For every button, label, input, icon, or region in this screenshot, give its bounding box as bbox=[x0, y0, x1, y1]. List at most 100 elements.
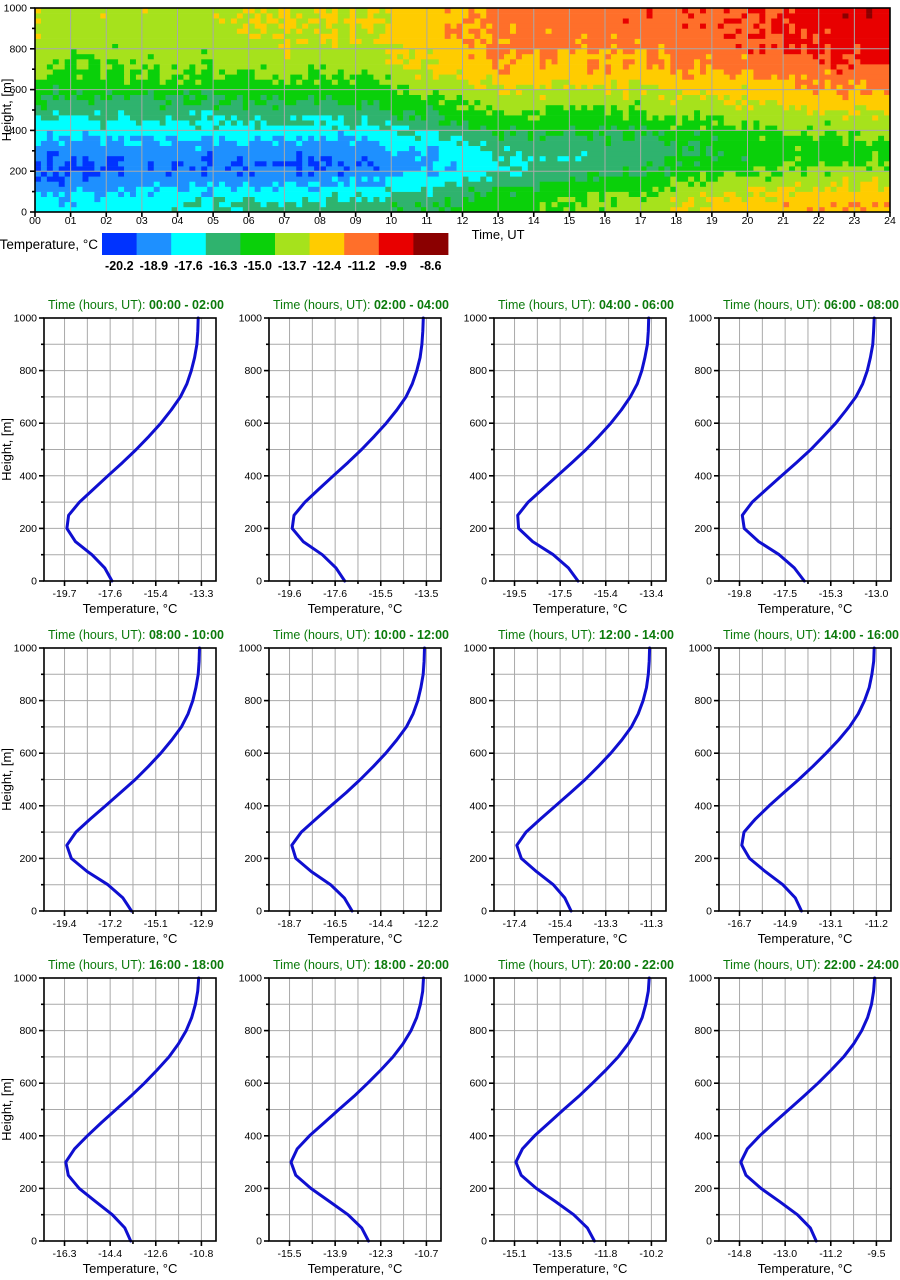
svg-text:15: 15 bbox=[564, 215, 576, 227]
svg-text:-14.9: -14.9 bbox=[773, 918, 797, 930]
svg-text:-10.8: -10.8 bbox=[189, 1248, 213, 1260]
svg-text:600: 600 bbox=[244, 418, 262, 430]
profile-axes bbox=[39, 317, 217, 586]
profile-grid bbox=[719, 318, 891, 581]
svg-text:400: 400 bbox=[694, 1130, 712, 1142]
profile-axes bbox=[489, 317, 667, 586]
svg-text:-15.4: -15.4 bbox=[548, 918, 572, 930]
profile-panel-00-02: -19.7 -17.6 -15.4 -13.3 0 200 400 600 800 1000 Tim… bbox=[0, 295, 225, 625]
svg-text:800: 800 bbox=[694, 365, 712, 377]
svg-text:800: 800 bbox=[244, 365, 262, 377]
colorbar-value: -15.0 bbox=[243, 259, 272, 273]
panel-title: Time (hours, UT): 20:00 - 22:00 bbox=[498, 958, 674, 972]
svg-text:13: 13 bbox=[492, 215, 504, 227]
heatmap-grid bbox=[35, 8, 890, 212]
temperature-curve bbox=[740, 646, 876, 913]
panel-title: Time (hours, UT): 22:00 - 24:00 bbox=[723, 958, 899, 972]
profile-x-tick-labels: -18.7 -16.5 -14.4 -12.2 bbox=[278, 918, 439, 930]
svg-text:11: 11 bbox=[421, 215, 432, 227]
svg-text:20: 20 bbox=[742, 215, 754, 227]
colorbar-swatch bbox=[136, 233, 172, 255]
svg-text:01: 01 bbox=[65, 215, 77, 227]
svg-text:600: 600 bbox=[19, 418, 37, 430]
svg-text:09: 09 bbox=[350, 215, 362, 227]
profile-y-axis-title: Height, [m] bbox=[0, 1078, 14, 1141]
svg-text:06: 06 bbox=[243, 215, 255, 227]
profile-y-tick-labels: 0 200 400 600 800 1000 bbox=[464, 643, 488, 918]
svg-text:0: 0 bbox=[31, 576, 37, 588]
svg-text:12: 12 bbox=[457, 215, 469, 227]
colorbar-title: Temperature, °C bbox=[0, 237, 98, 252]
temperature-curve bbox=[289, 976, 425, 1243]
svg-text:-17.2: -17.2 bbox=[98, 918, 122, 930]
profile-panel-20-22: -15.1 -13.5 -11.8 -10.2 0 200 400 600 800 1000 Tim… bbox=[450, 955, 675, 1280]
panel-title: Time (hours, UT): 02:00 - 04:00 bbox=[273, 298, 449, 312]
temperature-curve bbox=[290, 646, 426, 913]
svg-text:1000: 1000 bbox=[464, 973, 488, 985]
svg-text:-17.6: -17.6 bbox=[98, 588, 122, 600]
colorbar-value: -20.2 bbox=[105, 259, 134, 273]
svg-text:05: 05 bbox=[207, 215, 219, 227]
svg-text:08: 08 bbox=[314, 215, 326, 227]
temperature-curve bbox=[64, 976, 201, 1243]
svg-text:800: 800 bbox=[19, 1025, 37, 1037]
profile-chart: -19.7 -17.6 -15.4 -13.3 0 200 400 600 800 1000 Tim… bbox=[0, 298, 224, 616]
svg-text:-16.7: -16.7 bbox=[728, 918, 752, 930]
profile-x-tick-labels: -16.3 -14.4 -12.6 -10.8 bbox=[53, 1248, 214, 1260]
profile-y-axis-title: Height, [m] bbox=[0, 418, 14, 481]
profile-panel-14-16: -16.7 -14.9 -13.1 -11.2 0 200 400 600 800 1000 Tim… bbox=[675, 625, 900, 955]
profile-chart: -19.6 -17.6 -15.5 -13.5 0 200 400 600 800 1000 Tim… bbox=[239, 298, 449, 616]
panel-title: Time (hours, UT): 08:00 - 10:00 bbox=[48, 628, 224, 642]
temperature-curve bbox=[516, 316, 651, 583]
svg-text:-19.7: -19.7 bbox=[53, 588, 77, 600]
svg-text:0: 0 bbox=[706, 576, 712, 588]
colorbar-value: -13.7 bbox=[278, 259, 307, 273]
profile-y-tick-labels: 0 200 400 600 800 1000 bbox=[689, 313, 713, 588]
svg-text:200: 200 bbox=[469, 1183, 487, 1195]
svg-text:-11.2: -11.2 bbox=[819, 1248, 842, 1260]
svg-text:-13.9: -13.9 bbox=[323, 1248, 347, 1260]
profile-x-axis-title: Temperature, °C bbox=[758, 1261, 853, 1276]
svg-text:800: 800 bbox=[469, 365, 487, 377]
svg-text:1000: 1000 bbox=[239, 313, 263, 325]
svg-text:400: 400 bbox=[19, 800, 37, 812]
svg-text:200: 200 bbox=[19, 853, 37, 865]
panel-title: Time (hours, UT): 00:00 - 02:00 bbox=[48, 298, 224, 312]
profile-x-tick-labels: -16.7 -14.9 -13.1 -11.2 bbox=[728, 918, 889, 930]
panel-title: Time (hours, UT): 18:00 - 20:00 bbox=[273, 958, 449, 972]
colorbar-swatch bbox=[344, 233, 380, 255]
svg-text:-12.9: -12.9 bbox=[189, 918, 213, 930]
profile-y-tick-labels: 0 200 400 600 800 1000 bbox=[239, 973, 263, 1248]
profile-y-tick-labels: 0 200 400 600 800 1000 bbox=[689, 643, 713, 918]
profile-x-tick-labels: -15.5 -13.9 -12.3 -10.7 bbox=[278, 1248, 439, 1260]
svg-text:600: 600 bbox=[19, 748, 37, 760]
profile-axes bbox=[264, 977, 442, 1246]
profile-chart: -15.5 -13.9 -12.3 -10.7 0 200 400 600 800 1000 Tim… bbox=[239, 958, 449, 1276]
panel-title: Time (hours, UT): 10:00 - 12:00 bbox=[273, 628, 449, 642]
profile-y-tick-labels: 0 200 400 600 800 1000 bbox=[239, 643, 263, 918]
svg-text:-14.4: -14.4 bbox=[98, 1248, 122, 1260]
svg-text:17: 17 bbox=[635, 215, 647, 227]
profile-y-tick-labels: 0 200 400 600 800 1000 bbox=[689, 973, 713, 1248]
profile-x-tick-labels: -19.6 -17.6 -15.5 -13.5 bbox=[278, 588, 439, 600]
panel-title: Time (hours, UT): 04:00 - 06:00 bbox=[498, 298, 674, 312]
profile-y-tick-labels: 0 200 400 600 800 1000 bbox=[14, 313, 38, 588]
profile-axes bbox=[714, 317, 892, 586]
svg-text:-15.4: -15.4 bbox=[594, 588, 618, 600]
svg-text:400: 400 bbox=[244, 1130, 262, 1142]
svg-text:-12.6: -12.6 bbox=[144, 1248, 168, 1260]
svg-text:400: 400 bbox=[469, 470, 487, 482]
profile-x-tick-labels: -15.1 -13.5 -11.8 -10.2 bbox=[503, 1248, 664, 1260]
svg-text:800: 800 bbox=[244, 695, 262, 707]
svg-text:24: 24 bbox=[884, 215, 896, 227]
panel-title: Time (hours, UT): 16:00 - 18:00 bbox=[48, 958, 224, 972]
svg-text:16: 16 bbox=[599, 215, 611, 227]
profile-y-tick-labels: 0 200 400 600 800 1000 bbox=[464, 313, 488, 588]
profile-axes bbox=[714, 977, 892, 1246]
temperature-curve bbox=[515, 646, 652, 913]
svg-text:-13.0: -13.0 bbox=[864, 588, 888, 600]
svg-text:18: 18 bbox=[670, 215, 682, 227]
svg-text:600: 600 bbox=[694, 748, 712, 760]
svg-text:0: 0 bbox=[31, 906, 37, 918]
